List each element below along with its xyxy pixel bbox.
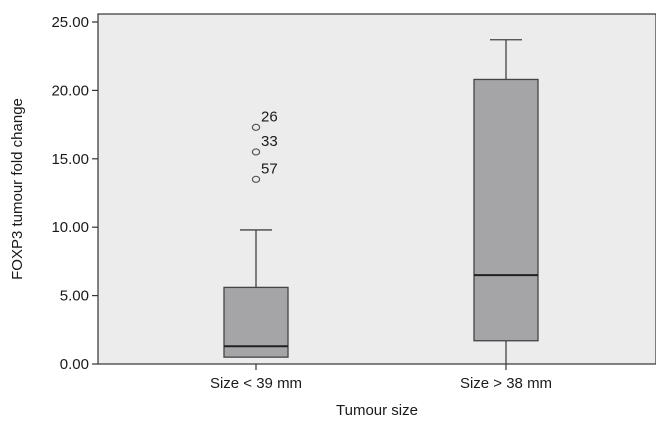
outlier-label: 57 bbox=[261, 160, 278, 177]
y-tick-label: 0.00 bbox=[60, 356, 89, 373]
x-tick-label: Size < 39 mm bbox=[210, 375, 302, 392]
outlier-point bbox=[251, 148, 261, 156]
plot-area bbox=[97, 13, 656, 365]
box-group bbox=[473, 39, 539, 364]
y-tick-label: 10.00 bbox=[51, 219, 89, 236]
box bbox=[473, 78, 539, 342]
x-axis-title: Tumour size bbox=[336, 402, 418, 419]
y-tick-label: 25.00 bbox=[51, 14, 89, 31]
outlier-point bbox=[251, 123, 261, 131]
y-axis: 0.00 5.00 10.00 15.00 20.00 25.00 bbox=[51, 14, 98, 373]
box-series: 26 33 57 bbox=[223, 39, 539, 364]
x-axis: Size < 39 mm Size > 38 mm bbox=[210, 364, 552, 392]
x-tick-label: Size > 38 mm bbox=[460, 375, 552, 392]
y-tick-label: 15.00 bbox=[51, 151, 89, 168]
y-axis-title: FOXP3 tumour fold change bbox=[9, 98, 26, 280]
box-group: 26 33 57 bbox=[223, 108, 289, 358]
outlier-point bbox=[251, 175, 261, 183]
y-tick-label: 5.00 bbox=[60, 288, 89, 305]
outlier-label: 26 bbox=[261, 108, 278, 125]
outlier-label: 33 bbox=[261, 133, 278, 150]
y-tick-label: 20.00 bbox=[51, 82, 89, 99]
